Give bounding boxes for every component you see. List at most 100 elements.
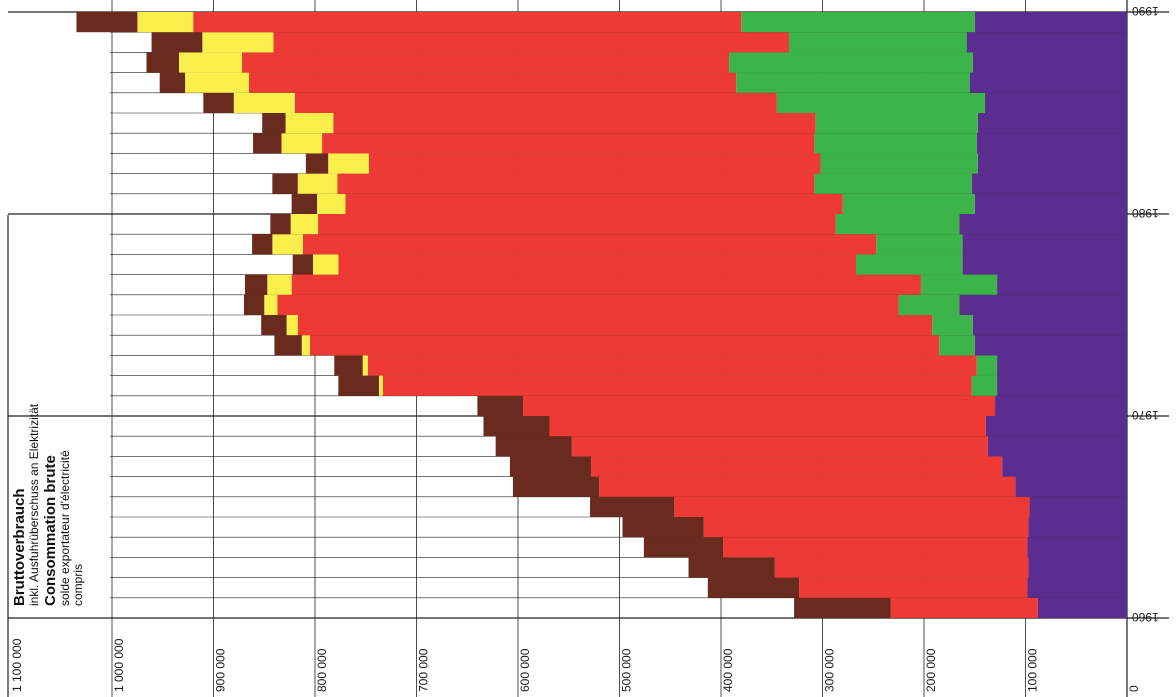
bar-segment-green-1977 (856, 254, 963, 275)
bar-segment-purple-1964 (1028, 517, 1127, 538)
bar-segment-purple-1974 (972, 315, 1127, 336)
x-tick-label: 0 (1127, 685, 1141, 692)
bar-segment-yellow-1983 (281, 133, 323, 154)
bar-segment-red-1969 (549, 416, 986, 437)
bar-segment-yellow-1976 (267, 274, 292, 295)
bar-segment-brown-1960 (794, 597, 891, 618)
bar-segment-brown-1982 (305, 153, 329, 174)
bar-segment-brown-1980 (291, 193, 318, 214)
bar-segment-red-1974 (297, 315, 933, 336)
bar-segment-red-1965 (674, 496, 1030, 517)
bar-segment-brown-1966 (512, 476, 600, 497)
bar-segment-brown-1983 (253, 133, 282, 154)
bar-segment-brown-1986 (159, 72, 186, 93)
bar-segment-purple-1987 (972, 52, 1127, 73)
bar-segment-yellow-1978 (272, 234, 303, 255)
bar-segment-purple-1960 (1037, 597, 1127, 618)
x-tick-label: 400 000 (721, 648, 735, 692)
bar-segment-purple-1989 (974, 12, 1127, 33)
bar-segment-purple-1969 (985, 416, 1127, 437)
bar-segment-purple-1966 (1015, 476, 1127, 497)
bar-segment-red-1986 (249, 72, 737, 93)
bar-segment-yellow-1977 (312, 254, 339, 275)
x-tick-label: 600 000 (518, 648, 532, 692)
bar-segment-yellow-1979 (290, 214, 319, 235)
bar-segment-red-1960 (890, 597, 1038, 618)
bar-segment-red-1963 (723, 537, 1028, 558)
x-tick-label: 800 000 (315, 648, 329, 692)
bar-segment-brown-1972 (334, 355, 363, 376)
bar-segment-red-1966 (599, 476, 1016, 497)
bar-segment-purple-1986 (969, 72, 1127, 93)
bar-segment-red-1961 (799, 577, 1028, 598)
bar-segment-green-1983 (814, 133, 977, 154)
bar-segment-green-1985 (776, 92, 985, 113)
bar-segment-brown-1975 (243, 294, 265, 315)
bar-segment-yellow-1973 (301, 335, 310, 356)
x-tick-label: 700 000 (417, 648, 431, 692)
bar-segment-green-1982 (820, 153, 978, 174)
bar-segment-red-1964 (703, 517, 1029, 538)
bar-segment-green-1981 (814, 173, 972, 194)
bar-segment-green-1989 (741, 12, 975, 33)
bar-segment-brown-1981 (272, 173, 298, 194)
x-tick-label: 100 000 (1026, 648, 1040, 692)
bar-segment-brown-1985 (203, 92, 234, 113)
bar-segment-purple-1962 (1028, 557, 1127, 578)
bar-segment-brown-1977 (292, 254, 313, 275)
bar-segment-purple-1975 (959, 294, 1127, 315)
bar-segment-yellow-1971 (378, 375, 383, 396)
bar-segment-green-1975 (898, 294, 960, 315)
bar-segment-brown-1984 (262, 113, 286, 134)
bar-segment-brown-1963 (643, 537, 724, 558)
bar-segment-red-1989 (193, 12, 742, 33)
x-tick-label: 500 000 (620, 648, 634, 692)
bar-segment-red-1983 (322, 133, 815, 154)
x-tick-label: 300 000 (823, 648, 837, 692)
bar-segment-brown-1979 (270, 214, 291, 235)
bar-segment-green-1987 (729, 52, 973, 73)
bar-segment-purple-1968 (987, 436, 1127, 457)
year-label: 1960 (1132, 610, 1159, 624)
bar-segment-purple-1983 (976, 133, 1127, 154)
bar-segment-brown-1978 (252, 234, 273, 255)
bar-segment-yellow-1986 (185, 72, 250, 93)
x-tick-label: 1 100 000 (10, 638, 24, 692)
bar-segment-red-1984 (333, 113, 816, 134)
bar-segment-red-1978 (302, 234, 877, 255)
bar-segment-brown-1973 (274, 335, 302, 356)
bar-segment-brown-1962 (688, 557, 775, 578)
bar-segment-yellow-1988 (202, 32, 274, 53)
bar-segment-purple-1976 (997, 274, 1127, 295)
bar-segment-yellow-1975 (264, 294, 278, 315)
bar-segment-yellow-1989 (137, 12, 194, 33)
bar-segment-green-1972 (976, 355, 998, 376)
bar-segment-brown-1967 (509, 456, 592, 477)
bar-segment-purple-1971 (997, 375, 1127, 396)
bar-segment-purple-1963 (1027, 537, 1127, 558)
x-tick-label: 900 000 (214, 648, 228, 692)
bar-segment-red-1968 (571, 436, 988, 457)
bar-segment-purple-1980 (974, 193, 1127, 214)
bar-segment-purple-1981 (971, 173, 1127, 194)
bar-segment-red-1975 (277, 294, 899, 315)
title-line-3: Consommation brute (42, 455, 59, 606)
bar-segment-brown-1989 (76, 12, 138, 33)
bar-segment-red-1973 (309, 335, 940, 356)
title-line-1: Bruttoverbrauch (11, 488, 28, 606)
title-line-4: solde exportateur d'électricité (58, 450, 72, 606)
bar-segment-brown-1965 (590, 496, 675, 517)
year-label: 1990 (1132, 4, 1159, 18)
bar-segment-brown-1971 (338, 375, 379, 396)
bar-segment-brown-1964 (622, 517, 704, 538)
title-line-2: inkl. Ausfuhrüberschuss an Elektrizität (27, 403, 41, 606)
bar-segment-yellow-1984 (285, 113, 334, 134)
bar-segment-brown-1970 (477, 395, 524, 416)
bar-segment-brown-1969 (483, 416, 550, 437)
bar-segment-green-1980 (842, 193, 975, 214)
bar-segment-brown-1968 (495, 436, 572, 457)
bar-segment-red-1985 (294, 92, 777, 113)
bar-segment-yellow-1982 (328, 153, 369, 174)
